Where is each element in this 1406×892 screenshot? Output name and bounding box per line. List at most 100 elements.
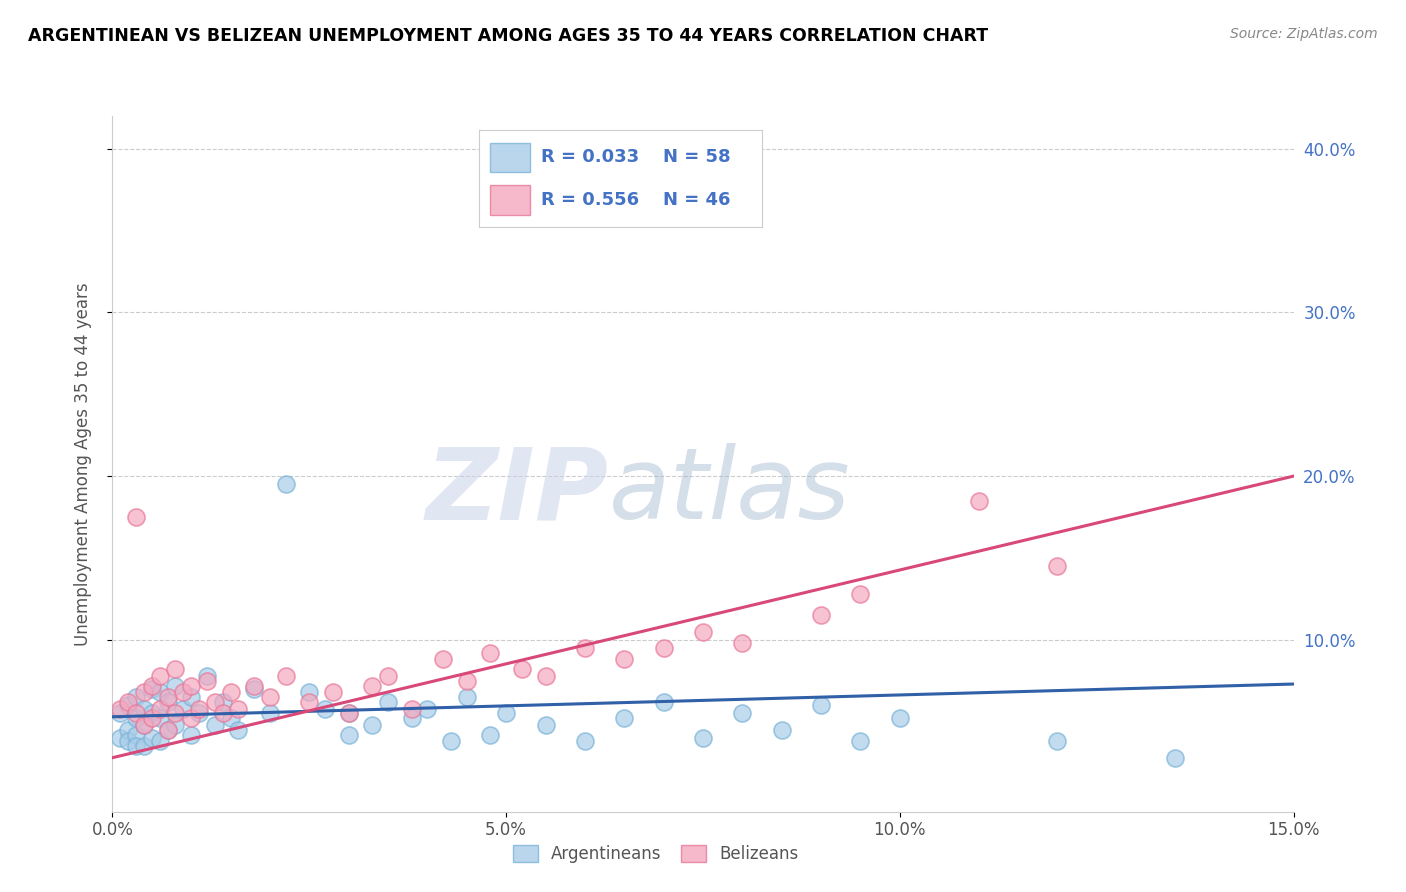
Point [1046,559,1069,574]
Point [652,695,675,709]
Point [141,731,163,745]
Point [204,695,226,709]
Point [1164,750,1187,764]
Point [132,685,155,699]
Point [574,640,596,655]
Point [117,695,139,709]
Point [274,669,297,683]
Point [132,739,155,754]
Point [125,739,148,754]
Point [110,731,132,745]
Point [432,652,454,666]
Point [731,636,754,650]
Point [692,731,714,745]
Point [180,690,202,705]
Point [534,669,557,683]
Point [337,728,360,742]
Point [211,706,233,721]
Point [117,698,139,713]
Legend: Argentineans, Belizeans: Argentineans, Belizeans [506,838,806,870]
Point [195,669,218,683]
Point [401,701,423,715]
Point [889,711,911,725]
Point [125,711,148,725]
Point [967,493,990,508]
Point [849,734,872,748]
Point [479,728,502,742]
Point [156,695,179,709]
Point [110,706,132,721]
Point [180,711,202,725]
Y-axis label: Unemployment Among Ages 35 to 44 years: Unemployment Among Ages 35 to 44 years [73,282,91,646]
Point [132,718,155,732]
Point [456,673,478,688]
Point [731,706,754,721]
Point [149,734,172,748]
Point [613,711,636,725]
Point [243,681,266,696]
Point [125,510,148,524]
Point [165,662,187,676]
Point [211,695,233,709]
Text: atlas: atlas [609,443,851,541]
Point [141,679,163,693]
Point [156,723,179,737]
Point [141,706,163,721]
Point [117,734,139,748]
Point [219,711,242,725]
Point [172,685,194,699]
Point [810,698,832,713]
Point [141,711,163,725]
Point [456,690,478,705]
Point [125,728,148,742]
Point [125,706,148,721]
Point [149,685,172,699]
Point [149,701,172,715]
Point [188,701,211,715]
Point [117,723,139,737]
Point [401,711,423,725]
Point [243,679,266,693]
Point [165,718,187,732]
Text: ZIP: ZIP [426,443,609,541]
Point [149,711,172,725]
Point [361,718,384,732]
Point [337,706,360,721]
Point [125,690,148,705]
Point [204,718,226,732]
Point [149,669,172,683]
Point [810,608,832,623]
Point [361,679,384,693]
Point [156,690,179,705]
Point [692,624,714,639]
Point [180,728,202,742]
Point [298,685,321,699]
Point [534,718,557,732]
Point [156,723,179,737]
Point [495,706,517,721]
Point [132,718,155,732]
Point [141,681,163,696]
Point [165,679,187,693]
Text: Source: ZipAtlas.com: Source: ZipAtlas.com [1230,27,1378,41]
Point [228,723,250,737]
Point [259,706,281,721]
Point [652,640,675,655]
Point [132,701,155,715]
Point [849,587,872,601]
Point [416,701,439,715]
Point [274,477,297,491]
Point [228,701,250,715]
Point [165,706,187,721]
Point [195,673,218,688]
Point [770,723,793,737]
Point [1046,734,1069,748]
Point [172,701,194,715]
Point [298,695,321,709]
Text: ARGENTINEAN VS BELIZEAN UNEMPLOYMENT AMONG AGES 35 TO 44 YEARS CORRELATION CHART: ARGENTINEAN VS BELIZEAN UNEMPLOYMENT AMO… [28,27,988,45]
Point [180,679,202,693]
Point [314,701,336,715]
Point [377,669,399,683]
Point [322,685,344,699]
Point [337,706,360,721]
